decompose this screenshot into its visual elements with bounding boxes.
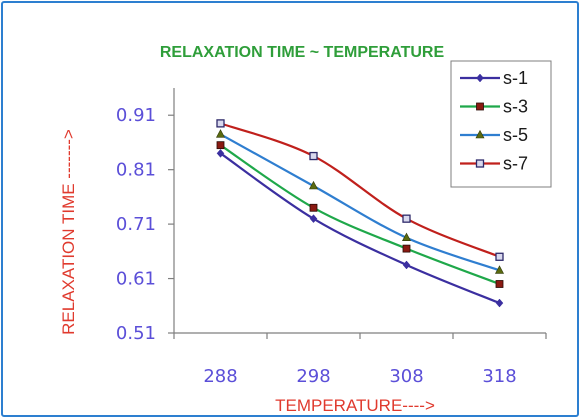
- series-s-7: [216, 119, 504, 261]
- data-point: [309, 214, 318, 224]
- legend-box: [450, 60, 552, 188]
- legend: s-1 s-3 s-5 s-7: [450, 60, 552, 188]
- data-point: [402, 214, 411, 223]
- series-s-3: [216, 141, 504, 288]
- y-tick-label: 0.71: [116, 214, 156, 235]
- x-axis-title: TEMPERATURE---->: [275, 396, 435, 415]
- series-line: [220, 122, 500, 258]
- legend-label: s-3: [503, 97, 528, 117]
- legend-label: s-7: [503, 154, 528, 174]
- data-point: [495, 280, 504, 288]
- legend-item-s-7: s-7: [460, 154, 528, 174]
- data-point: [495, 252, 504, 261]
- data-point: [402, 232, 411, 242]
- y-tick-label: 0.51: [116, 323, 156, 344]
- series-s-1: [216, 148, 504, 308]
- data-point: [216, 129, 225, 138]
- data-point: [216, 148, 225, 158]
- data-point: [309, 180, 318, 190]
- data-point: [495, 265, 504, 274]
- data-point: [309, 151, 318, 161]
- series-line: [219, 133, 500, 272]
- legend-label: s-1: [503, 68, 528, 88]
- data-point: [495, 298, 504, 308]
- x-tick-label: 318: [482, 366, 516, 387]
- data-point: [216, 119, 225, 128]
- legend-marker: [476, 102, 484, 111]
- legend-item-s-1: s-1: [460, 68, 528, 88]
- y-tick-label: 0.91: [116, 105, 156, 126]
- y-tick-label: 0.61: [116, 269, 156, 290]
- legend-marker: [475, 159, 485, 168]
- series-s-5: [216, 129, 504, 274]
- legend-item-s-5: s-5: [460, 125, 528, 145]
- data-point: [309, 203, 318, 212]
- x-tick-label: 308: [389, 366, 423, 387]
- y-axis-title: RELAXATION TIME ------->: [59, 129, 78, 335]
- x-tick-label: 298: [296, 366, 330, 387]
- legend-marker: [476, 73, 484, 83]
- data-point: [216, 141, 225, 150]
- data-point: [402, 244, 411, 253]
- series-layer: [216, 119, 504, 308]
- legend-item-s-3: s-3: [460, 97, 528, 117]
- legend-label: s-5: [503, 125, 528, 145]
- legend-marker: [475, 129, 485, 139]
- x-tick-label: 288: [203, 366, 237, 387]
- chart-title: RELAXATION TIME ~ TEMPERATURE: [160, 44, 445, 61]
- data-point: [402, 260, 411, 270]
- series-line: [219, 152, 500, 305]
- axes: 0.51 0.61 0.71 0.81 0.91 288 298 308 318: [116, 88, 547, 387]
- series-line: [219, 144, 500, 286]
- y-tick-label: 0.81: [116, 160, 156, 181]
